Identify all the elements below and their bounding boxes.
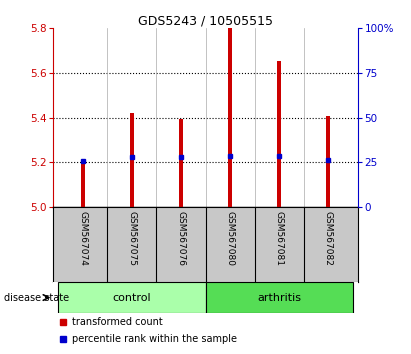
Bar (179, 119, 182, 207)
Bar (229, 28, 232, 207)
Text: GSM567082: GSM567082 (323, 211, 332, 266)
Bar (277, 61, 281, 207)
Bar (58, 282, 206, 313)
Bar (206, 282, 353, 313)
Text: arthritis: arthritis (257, 292, 301, 303)
Text: GSM567075: GSM567075 (127, 211, 136, 266)
Text: disease state: disease state (4, 292, 69, 303)
Bar (130, 113, 134, 207)
Title: GDS5243 / 10505515: GDS5243 / 10505515 (138, 14, 273, 27)
Bar (326, 115, 330, 207)
Text: percentile rank within the sample: percentile rank within the sample (72, 333, 237, 343)
Text: GSM567076: GSM567076 (176, 211, 185, 266)
Bar (81, 160, 85, 207)
Text: GSM567080: GSM567080 (226, 211, 235, 266)
Text: GSM567081: GSM567081 (275, 211, 284, 266)
Text: control: control (113, 292, 151, 303)
Text: GSM567074: GSM567074 (79, 211, 88, 266)
Text: transformed count: transformed count (72, 317, 162, 327)
